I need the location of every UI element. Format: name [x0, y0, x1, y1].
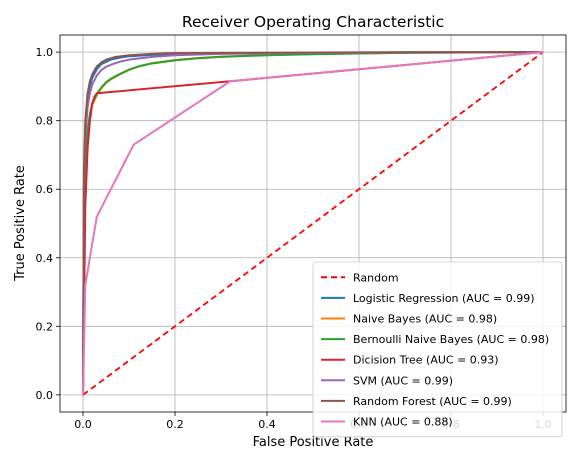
legend-label: KNN (AUC = 0.88) [353, 416, 453, 429]
series-line-0 [82, 51, 544, 396]
series-line-6 [82, 51, 543, 395]
series-layer [82, 51, 544, 396]
legend-label: Bernoulli Naive Bayes (AUC = 0.98) [353, 333, 549, 346]
x-axis-label: False Positive Rate [253, 435, 374, 450]
x-tick-label: 0.4 [258, 418, 276, 431]
legend-label: SVM (AUC = 0.99) [353, 374, 453, 387]
y-tick-label: 0.4 [36, 252, 54, 265]
y-tick-label: 0.8 [36, 115, 54, 128]
legend-box [312, 261, 563, 438]
legend-label: Logistic Regression (AUC = 0.99) [353, 292, 535, 305]
legend: Random Logistic Regression (AUC = 0.99) Na… [312, 261, 563, 438]
legend-label: Random Forest (AUC = 0.99) [353, 395, 512, 408]
legend-label: Dicision Tree (AUC = 0.93) [353, 354, 499, 367]
chart-title: Receiver Operating Characteristic [182, 13, 444, 31]
y-tick-label: 0.2 [36, 320, 54, 333]
legend-label: Naive Bayes (AUC = 0.98) [353, 313, 497, 326]
y-axis-label: True Positive Rate [13, 165, 28, 282]
x-tick-label: 0.2 [166, 418, 184, 431]
y-tick-label: 0.6 [36, 183, 54, 196]
series-line-7 [82, 51, 544, 395]
grid [60, 35, 566, 412]
legend-label: Random [353, 271, 399, 284]
series-line-3 [82, 51, 544, 395]
x-tick-label: 0.0 [74, 418, 92, 431]
y-tick-label: 0.0 [36, 389, 54, 402]
y-tick-label: 1.0 [36, 46, 54, 59]
series-line-4 [82, 51, 544, 395]
